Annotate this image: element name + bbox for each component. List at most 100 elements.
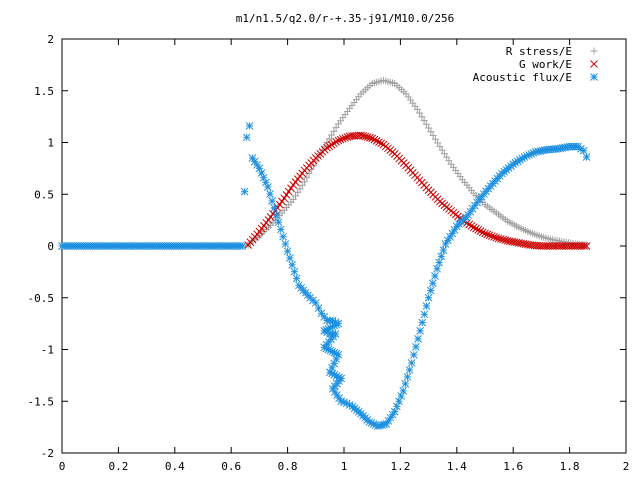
data-point xyxy=(440,150,448,158)
series-star xyxy=(58,122,591,430)
data-point xyxy=(325,142,334,151)
data-point xyxy=(413,105,421,113)
data-point xyxy=(439,246,448,254)
data-point xyxy=(582,153,591,161)
data-point xyxy=(289,195,297,203)
data-point xyxy=(443,153,451,161)
data-point xyxy=(240,187,249,196)
data-point xyxy=(301,178,309,186)
data-point xyxy=(286,254,294,262)
x-tick-label: 0 xyxy=(59,460,66,473)
data-point xyxy=(437,252,446,261)
data-point xyxy=(298,181,306,189)
data-point xyxy=(268,197,276,205)
legend-marker xyxy=(590,73,598,81)
data-point xyxy=(414,335,422,343)
data-point xyxy=(583,241,591,249)
data-point xyxy=(420,310,429,319)
legend-marker xyxy=(590,47,598,55)
data-point xyxy=(422,302,431,310)
data-point xyxy=(416,327,424,335)
data-point xyxy=(343,133,352,141)
data-point xyxy=(341,134,349,142)
data-point xyxy=(332,138,340,146)
data-point xyxy=(418,318,427,327)
data-point xyxy=(401,380,410,388)
legend-label: G work/E xyxy=(519,58,572,71)
data-point xyxy=(429,131,437,139)
data-point xyxy=(481,229,489,238)
data-point xyxy=(328,131,336,139)
data-point xyxy=(327,140,336,149)
data-point xyxy=(399,387,408,395)
data-point xyxy=(278,197,286,206)
data-point xyxy=(487,232,496,240)
data-point xyxy=(405,366,414,374)
data-point xyxy=(330,127,338,135)
data-point xyxy=(433,264,441,273)
x-tick-label: 0.2 xyxy=(108,460,128,473)
x-tick-label: 1.6 xyxy=(503,460,523,473)
data-point xyxy=(332,124,340,132)
y-tick-label: -0.5 xyxy=(28,292,55,305)
data-point xyxy=(264,183,272,191)
data-point xyxy=(366,133,374,142)
chart-title: m1/n1.5/q2.0/r-+.35-j91/M10.0/256 xyxy=(236,12,455,25)
data-point xyxy=(291,192,299,200)
data-point xyxy=(579,146,588,155)
y-tick-label: -1 xyxy=(41,344,54,357)
legend-marker xyxy=(590,60,598,68)
data-point xyxy=(467,222,476,230)
y-tick-label: 0 xyxy=(47,240,54,253)
data-point xyxy=(438,146,446,154)
data-point xyxy=(305,170,313,178)
data-point xyxy=(323,143,331,152)
data-point xyxy=(490,233,498,241)
data-point xyxy=(580,242,589,250)
data-point xyxy=(361,132,370,141)
data-point xyxy=(431,135,439,143)
data-point xyxy=(296,185,304,193)
data-point xyxy=(434,139,442,147)
legend-label: R stress/E xyxy=(506,45,572,58)
data-point xyxy=(472,224,480,233)
data-point xyxy=(370,135,379,144)
y-tick-label: 1.5 xyxy=(34,85,54,98)
data-point xyxy=(443,236,452,245)
data-point xyxy=(375,138,383,146)
data-point xyxy=(492,233,501,242)
data-point xyxy=(334,136,343,145)
x-tick-label: 1 xyxy=(341,460,348,473)
data-point xyxy=(284,187,293,196)
data-point xyxy=(377,139,386,148)
x-tick-label: 1.2 xyxy=(390,460,410,473)
data-point xyxy=(339,134,347,143)
data-point xyxy=(485,231,494,240)
data-point xyxy=(321,142,329,150)
data-point xyxy=(416,109,424,117)
data-point xyxy=(372,136,381,145)
x-axis-ticks: 0 0.2 0.4 0.6 0.8 1 1.2 1.4 1.6 1.8 2 xyxy=(59,39,629,473)
data-point xyxy=(288,260,296,269)
y-tick-label: -2 xyxy=(41,447,54,460)
data-point xyxy=(474,226,483,234)
data-point xyxy=(494,234,503,243)
data-point xyxy=(336,135,345,144)
x-tick-label: 1.4 xyxy=(447,460,467,473)
data-point xyxy=(359,132,368,140)
x-tick-label: 0.8 xyxy=(278,460,298,473)
data-point xyxy=(292,274,301,283)
data-point xyxy=(496,235,505,243)
data-point xyxy=(428,279,437,288)
data-point xyxy=(418,113,426,121)
data-point xyxy=(272,211,281,219)
y-axis-ticks: -2 -1.5 -1 -0.5 0 0.5 1 1.5 2 xyxy=(28,33,626,460)
data-point xyxy=(501,236,510,245)
data-point xyxy=(436,143,444,151)
x-tick-label: 0.4 xyxy=(165,460,185,473)
x-tick-label: 1.8 xyxy=(560,460,580,473)
y-tick-label: 2 xyxy=(47,33,54,46)
data-point xyxy=(287,184,295,193)
data-point xyxy=(266,190,274,198)
